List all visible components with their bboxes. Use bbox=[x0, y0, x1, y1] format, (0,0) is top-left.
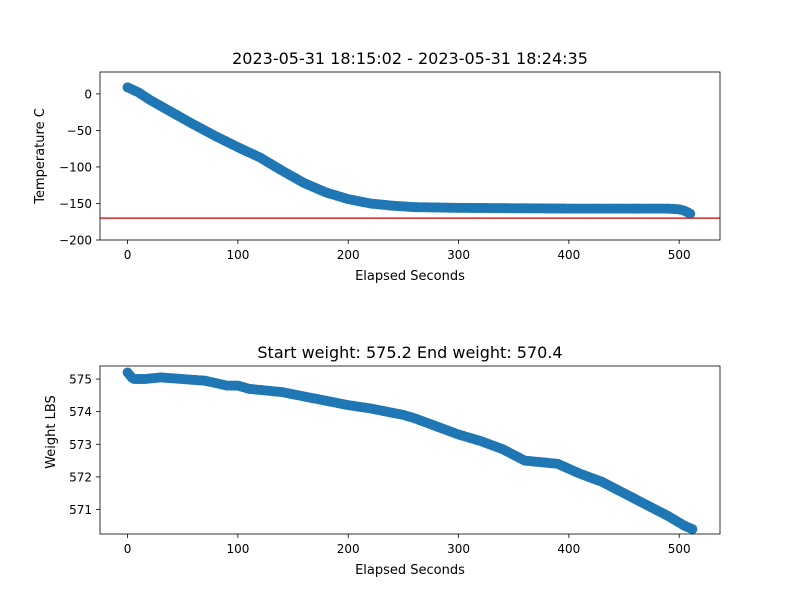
weight-x-tick-label: 200 bbox=[337, 542, 360, 556]
weight-x-ticks: 0 100 200 300 400 500 bbox=[124, 534, 691, 556]
weight-axes-frame bbox=[99, 365, 721, 535]
temperature-x-tick-label: 400 bbox=[557, 248, 580, 262]
weight-y-label: Weight LBS bbox=[44, 395, 59, 469]
temperature-chart-title: 2023-05-31 18:15:02 - 2023-05-31 18:24:3… bbox=[232, 49, 588, 68]
temperature-x-tick-label: 0 bbox=[124, 248, 132, 262]
temperature-x-tick-label: 200 bbox=[337, 248, 360, 262]
weight-y-tick-label: 573 bbox=[69, 438, 92, 452]
temperature-x-ticks: 0 100 200 300 400 500 bbox=[124, 240, 691, 262]
temperature-y-tick-label: −100 bbox=[59, 160, 92, 174]
weight-x-tick-label: 0 bbox=[124, 542, 132, 556]
temperature-x-tick-label: 500 bbox=[668, 248, 691, 262]
temperature-y-ticks: 0 −50 −100 −150 −200 bbox=[59, 87, 100, 248]
temperature-y-tick-label: −150 bbox=[59, 197, 92, 211]
weight-y-ticks: 575 574 573 572 571 bbox=[69, 373, 100, 517]
temperature-y-tick-label: −200 bbox=[59, 234, 92, 248]
weight-x-tick-label: 100 bbox=[226, 542, 249, 556]
temperature-x-label: Elapsed Seconds bbox=[355, 269, 465, 284]
temperature-chart: 2023-05-31 18:15:02 - 2023-05-31 18:24:3… bbox=[33, 49, 721, 284]
weight-points bbox=[122, 367, 698, 535]
temperature-y-label: Temperature C bbox=[33, 108, 48, 205]
temperature-x-tick-label: 100 bbox=[226, 248, 249, 262]
weight-chart: Start weight: 575.2 End weight: 570.4 0 1… bbox=[44, 343, 721, 578]
weight-x-tick-label: 400 bbox=[557, 542, 580, 556]
weight-chart-title: Start weight: 575.2 End weight: 570.4 bbox=[257, 343, 562, 362]
weight-y-tick-label: 574 bbox=[69, 405, 92, 419]
weight-point bbox=[687, 524, 698, 535]
temperature-x-tick-label: 300 bbox=[447, 248, 470, 262]
temperature-y-tick-label: 0 bbox=[84, 87, 92, 101]
weight-y-tick-label: 572 bbox=[69, 470, 92, 484]
temperature-point bbox=[685, 208, 696, 219]
weight-y-tick-label: 571 bbox=[69, 503, 92, 517]
weight-x-tick-label: 500 bbox=[668, 542, 691, 556]
temperature-y-tick-label: −50 bbox=[67, 124, 92, 138]
temperature-points bbox=[100, 82, 720, 219]
weight-x-label: Elapsed Seconds bbox=[355, 563, 465, 578]
weight-y-tick-label: 575 bbox=[69, 373, 92, 387]
weight-x-tick-label: 300 bbox=[447, 542, 470, 556]
temperature-axes-frame bbox=[99, 71, 721, 241]
